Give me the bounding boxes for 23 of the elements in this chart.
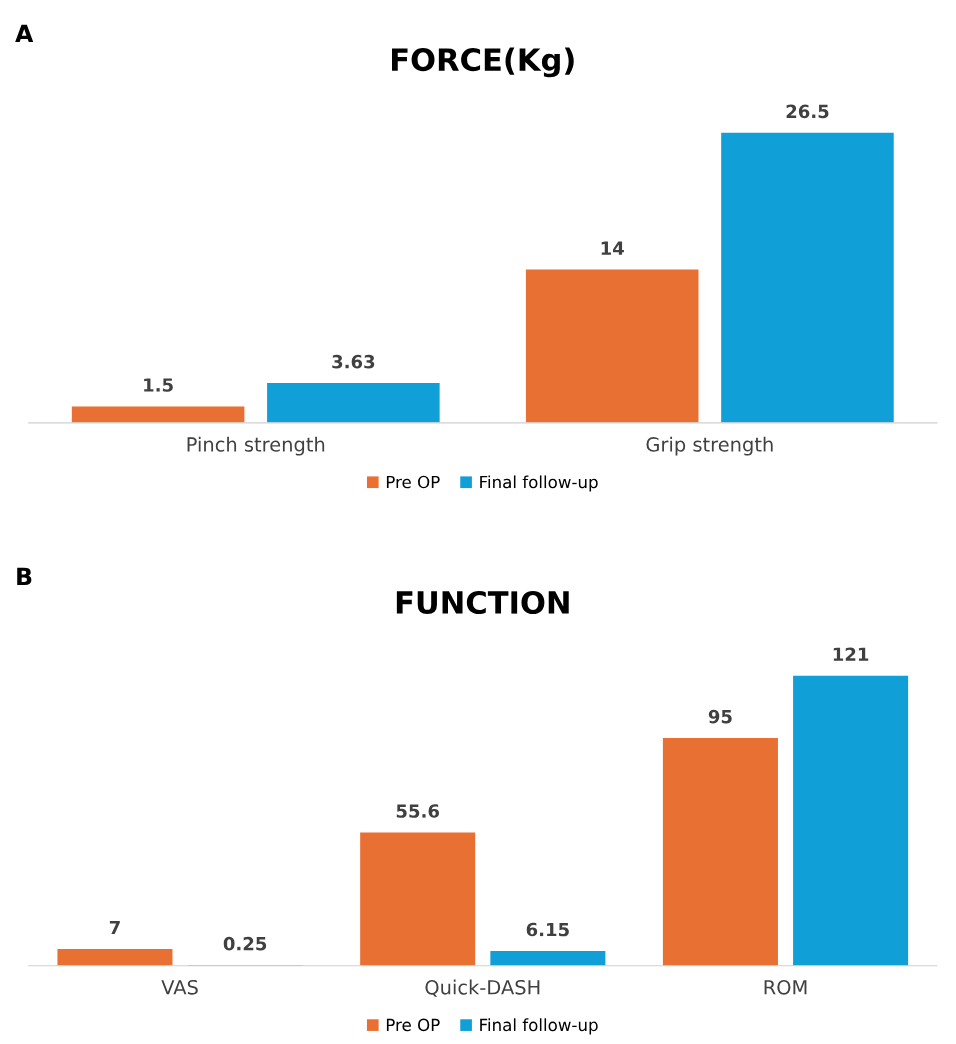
text: B — [17, 567, 32, 585]
data-label: 0.25 — [223, 936, 267, 951]
data-label: 26.5 — [786, 104, 829, 119]
data-label: 7 — [109, 920, 120, 935]
data-label: 3.63 — [332, 354, 375, 369]
text: A — [15, 24, 34, 43]
legend-label: Pre OP — [386, 1018, 440, 1032]
x-tick-label: ROM — [764, 979, 807, 995]
legend-label: Final follow-up — [480, 475, 598, 492]
x-tick-label: VAS — [161, 979, 198, 995]
data-label: 95 — [708, 709, 732, 724]
chart-title: FORCE(Kg) — [392, 47, 574, 78]
data-label: 14 — [601, 241, 624, 255]
data-label: 1.5 — [144, 378, 173, 392]
legend-label: Pre OP — [386, 475, 440, 489]
chart-title: FUNCTION — [396, 590, 569, 615]
legend-label: Final follow-up — [480, 1018, 598, 1035]
x-tick-label: Quick-DASH — [425, 979, 540, 997]
x-tick-label: Pinch strength — [187, 436, 325, 456]
data-label: 6.15 — [526, 922, 569, 937]
x-tick-label: Grip strength — [646, 436, 773, 456]
data-label: 121 — [833, 647, 869, 661]
data-label: 55.6 — [396, 804, 439, 818]
